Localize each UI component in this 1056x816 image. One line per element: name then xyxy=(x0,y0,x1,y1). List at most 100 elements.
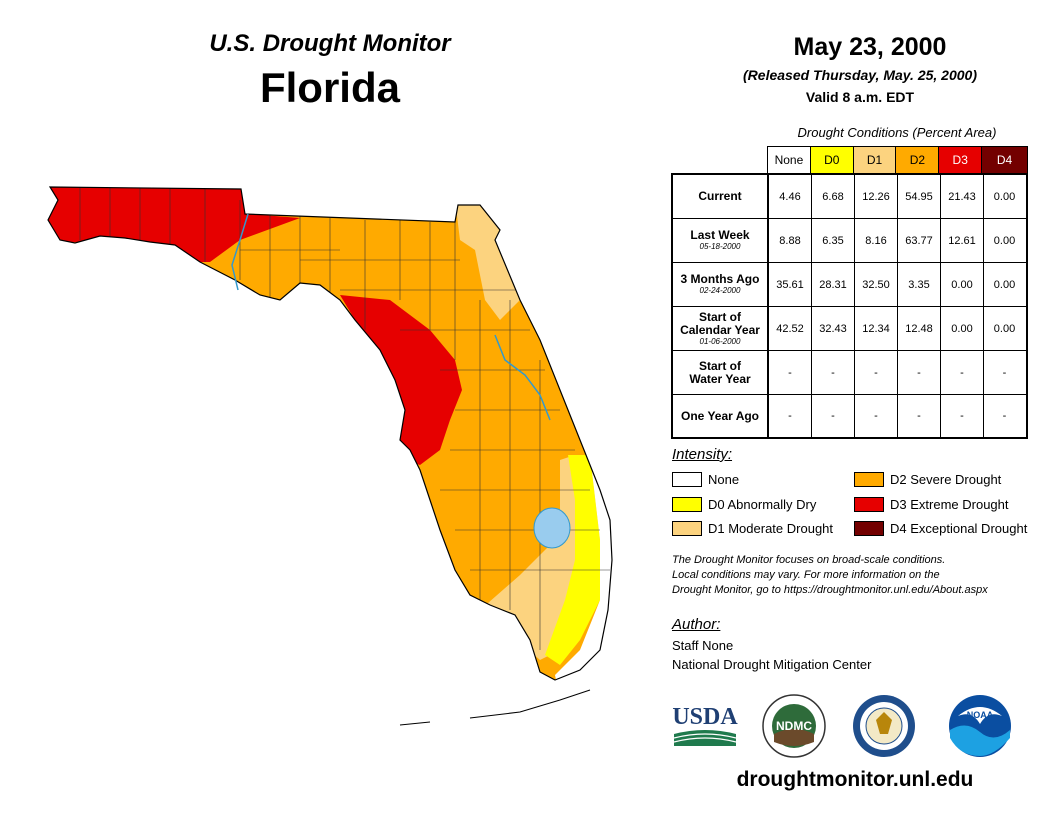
row-label-text-2: Calendar Year xyxy=(680,322,760,337)
table-cell: 28.31 xyxy=(812,263,855,306)
table-cell: - xyxy=(855,395,898,437)
legend-swatch xyxy=(672,471,702,487)
table-cell: 12.34 xyxy=(855,307,898,350)
table-cell: - xyxy=(812,351,855,394)
row-label: Last Week 05-18-2000 xyxy=(673,219,769,262)
county-lines xyxy=(79,187,610,650)
legend-item-d1: D1 Moderate Drought xyxy=(672,520,833,536)
table-cell: - xyxy=(941,351,984,394)
table-cell: 32.50 xyxy=(855,263,898,306)
legend-swatch xyxy=(672,520,702,536)
col-none: None xyxy=(768,147,811,173)
d3-zone-west-coast xyxy=(340,295,462,465)
commerce-seal-logo xyxy=(853,695,915,757)
table-cell: 35.61 xyxy=(769,263,812,306)
table-cell: 4.46 xyxy=(769,175,812,218)
table-cell: 6.35 xyxy=(812,219,855,262)
row-label-text-2: Water Year xyxy=(689,371,751,386)
florida-keys xyxy=(399,689,591,726)
table-cell: 0.00 xyxy=(993,190,1016,203)
row-label-text: Start of xyxy=(699,309,741,324)
table-row: Last Week 05-18-2000 8.88 6.35 8.16 63.77 12.6… xyxy=(673,219,1026,263)
col-d1: D1 xyxy=(853,147,897,173)
table-cell: - xyxy=(855,351,898,394)
valid-time: Valid 8 a.m. EDT xyxy=(805,89,915,105)
table-cell: 8.88 xyxy=(769,219,812,262)
legend-swatch xyxy=(854,520,884,536)
col-d2: D2 xyxy=(896,147,940,173)
table-row: 3 Months Ago 02-24-2000 35.61 28.31 32.50 3.3… xyxy=(673,263,1026,307)
row-label: Start of Water Year xyxy=(673,351,769,394)
legend-item-d0: D0 Abnormally Dry xyxy=(672,496,816,512)
table-cell: 12.48 xyxy=(898,307,941,350)
about-link[interactable]: Drought Monitor, go to https://droughtmo… xyxy=(672,584,988,596)
row-date: 01-06-2000 xyxy=(699,336,741,346)
table-cell: 3.35 xyxy=(898,263,941,306)
author-name: Staff None xyxy=(672,638,734,653)
author-org: National Drought Mitigation Center xyxy=(672,657,872,672)
row-label: One Year Ago xyxy=(673,395,769,437)
apalachicola-river xyxy=(231,213,249,291)
row-label-text: Last Week xyxy=(690,228,750,242)
map-subtitle: U.S. Drought Monitor xyxy=(209,30,451,57)
noaa-logo: NOAA xyxy=(949,695,1011,757)
table-cell: - xyxy=(769,351,812,394)
lake-okeechobee xyxy=(533,507,571,549)
table-row: One Year Ago - - - - - - xyxy=(673,395,1026,437)
florida-drought-map xyxy=(47,186,613,726)
table-cell: 54.95 xyxy=(898,175,941,218)
d0-zone-southeast xyxy=(545,455,600,665)
table-cell: - xyxy=(898,351,941,394)
row-label: Start of Calendar Year 01-06-2000 xyxy=(673,307,769,350)
legend-item-d3: D3 Extreme Drought xyxy=(854,496,1009,512)
table-cell: - xyxy=(1002,366,1007,379)
legend-title: Intensity: xyxy=(672,446,733,463)
disclaimer-note: The Drought Monitor focuses on broad-sca… xyxy=(672,553,1042,598)
col-d0: D0 xyxy=(810,147,854,173)
svg-text:USDA: USDA xyxy=(672,704,738,730)
table-row: Start of Calendar Year 01-06-2000 42.52 32.4… xyxy=(673,307,1026,351)
legend-swatch xyxy=(854,471,884,487)
table-row: Start of Water Year - - - - - - xyxy=(673,351,1026,395)
table-cell: 42.52 xyxy=(769,307,812,350)
website-url[interactable]: droughtmonitor.unl.edu xyxy=(736,768,974,791)
table-cell: 8.16 xyxy=(855,219,898,262)
release-date: (Released Thursday, May. 25, 2000) xyxy=(743,67,977,83)
map-date: May 23, 2000 xyxy=(793,33,947,61)
state-outline xyxy=(47,186,613,681)
table-cell: 0.00 xyxy=(993,322,1016,335)
legend-swatch xyxy=(672,496,702,512)
table-cell: 21.43 xyxy=(941,175,984,218)
st-johns-river xyxy=(494,334,551,421)
col-d3: D3 xyxy=(939,147,983,173)
table-cell: - xyxy=(1002,410,1007,422)
legend-item-d2: D2 Severe Drought xyxy=(854,471,1001,487)
table-cell: 0.00 xyxy=(993,278,1016,291)
table-cell: 0.00 xyxy=(941,263,984,306)
table-cell: 6.68 xyxy=(812,175,855,218)
row-label-text: One Year Ago xyxy=(680,408,760,423)
table-cell: 12.26 xyxy=(855,175,898,218)
author-title: Author: xyxy=(672,616,721,633)
legend-swatch xyxy=(854,496,884,512)
row-date: 05-18-2000 xyxy=(699,242,741,251)
col-d4: D4 xyxy=(982,147,1027,173)
table-cell: 0.00 xyxy=(941,307,984,350)
table-row: Current 4.46 6.68 12.26 54.95 21.43 0.00 xyxy=(673,175,1026,219)
usda-logo: USDA xyxy=(672,704,738,746)
table-header-row: None D0 D1 D2 D3 D4 xyxy=(767,146,1028,173)
row-label-text: 3 Months Ago xyxy=(680,272,760,286)
legend-item-d4: D4 Exceptional Drought xyxy=(854,520,1027,536)
table-cell: 12.61 xyxy=(941,219,984,262)
table-body: Current 4.46 6.68 12.26 54.95 21.43 0.00 Last W… xyxy=(671,173,1028,439)
table-caption: Drought Conditions (Percent Area) xyxy=(797,125,997,140)
table-cell: - xyxy=(898,395,941,437)
row-label-text: Current xyxy=(698,189,742,203)
conditions-table: None D0 D1 D2 D3 D4 Current 4.46 6.68 12.26… xyxy=(671,146,1028,439)
table-cell: 32.43 xyxy=(812,307,855,350)
row-label: Current xyxy=(673,175,769,218)
table-cell: 63.77 xyxy=(898,219,941,262)
ndmc-logo: NDMC xyxy=(762,694,826,758)
svg-text:NDMC: NDMC xyxy=(776,719,812,733)
svg-text:NOAA: NOAA xyxy=(967,710,994,720)
